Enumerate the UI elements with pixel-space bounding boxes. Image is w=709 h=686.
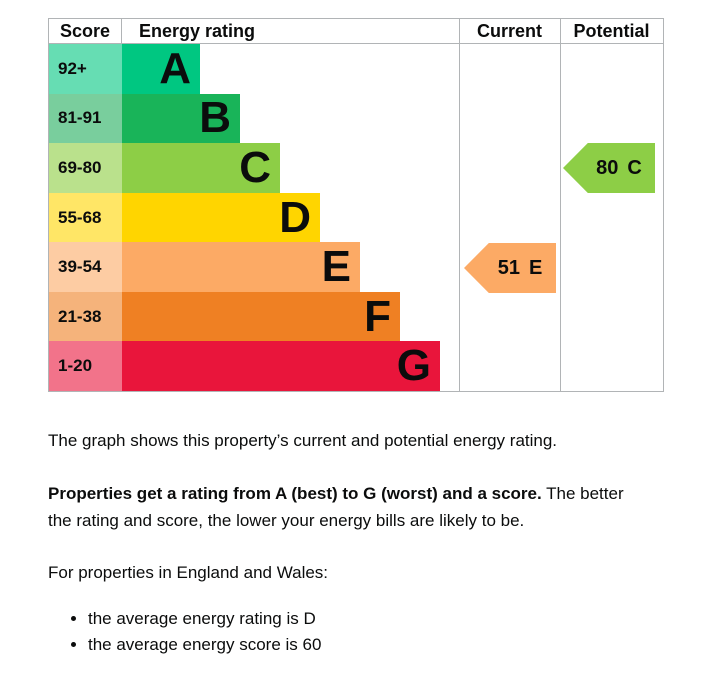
- potential-column-divider: [560, 19, 561, 391]
- current-rating-band: E: [528, 256, 543, 279]
- score-column-header: Score: [49, 19, 122, 43]
- band-bar-g: G: [122, 341, 440, 392]
- band-row-d: 55-68 D: [49, 192, 663, 243]
- score-range-e: 39-54: [49, 242, 122, 292]
- current-column-divider: [459, 19, 460, 391]
- band-letter-d: D: [279, 192, 311, 242]
- band-bar-b: B: [122, 93, 240, 144]
- band-letter-f: F: [364, 291, 391, 341]
- score-range-b: 81-91: [49, 93, 122, 144]
- band-bar-f: F: [122, 291, 400, 342]
- potential-column-header: Potential: [573, 20, 650, 41]
- band-letter-e: E: [321, 242, 351, 292]
- rating-explanation-rest-1: The better: [541, 484, 624, 503]
- score-range-f: 21-38: [49, 291, 122, 342]
- chart-description-text: The graph shows this property’s current …: [48, 431, 558, 450]
- potential-rating-band: C: [627, 156, 642, 179]
- band-row-c: 69-80 C: [49, 143, 663, 193]
- rating-explanation-rest-2: the rating and score, the lower your ene…: [48, 511, 525, 530]
- band-letter-b: B: [199, 93, 231, 143]
- band-bar-c: C: [122, 143, 280, 193]
- energy-rating-chart: Score Energy rating Current Potential 92…: [48, 18, 664, 392]
- energy-rating-column-header: Energy rating: [139, 20, 256, 41]
- band-letter-a: A: [159, 43, 191, 93]
- rating-explanation-text: Properties get a rating from A (best) to…: [48, 480, 688, 534]
- band-letter-g: G: [396, 341, 431, 391]
- current-rating-score: 51: [497, 256, 520, 279]
- average-rating-item: the average energy rating is D: [88, 606, 321, 632]
- band-row-b: 81-91 B: [49, 93, 663, 144]
- regional-intro-text: For properties in England and Wales:: [48, 563, 329, 582]
- average-score-item: the average energy score is 60: [88, 632, 321, 658]
- band-row-g: 1-20 G: [49, 341, 663, 392]
- score-range-d: 55-68: [49, 192, 122, 243]
- band-bar-d: D: [122, 192, 320, 243]
- chart-header-row: Score Energy rating Current Potential: [49, 19, 663, 44]
- band-row-e: 39-54 E: [49, 242, 663, 292]
- rating-explanation-bold: Properties get a rating from A (best) to…: [48, 484, 542, 503]
- band-row-a: 92+ A: [49, 44, 663, 94]
- band-bar-e: E: [122, 242, 360, 292]
- current-column-header: Current: [476, 20, 542, 41]
- score-range-a: 92+: [49, 44, 122, 94]
- score-range-g: 1-20: [49, 341, 122, 392]
- band-rows: 92+ A 81-91 B 69-80 C 55-68 D 39-54 E 21-38 F 1-20 G: [49, 44, 663, 392]
- band-row-f: 21-38 F: [49, 291, 663, 342]
- score-range-c: 69-80: [49, 143, 122, 193]
- average-stats-list: the average energy rating is D the avera…: [48, 606, 321, 658]
- band-letter-c: C: [239, 142, 271, 192]
- potential-rating-score: 80: [596, 156, 619, 179]
- band-bar-a: A: [122, 44, 200, 94]
